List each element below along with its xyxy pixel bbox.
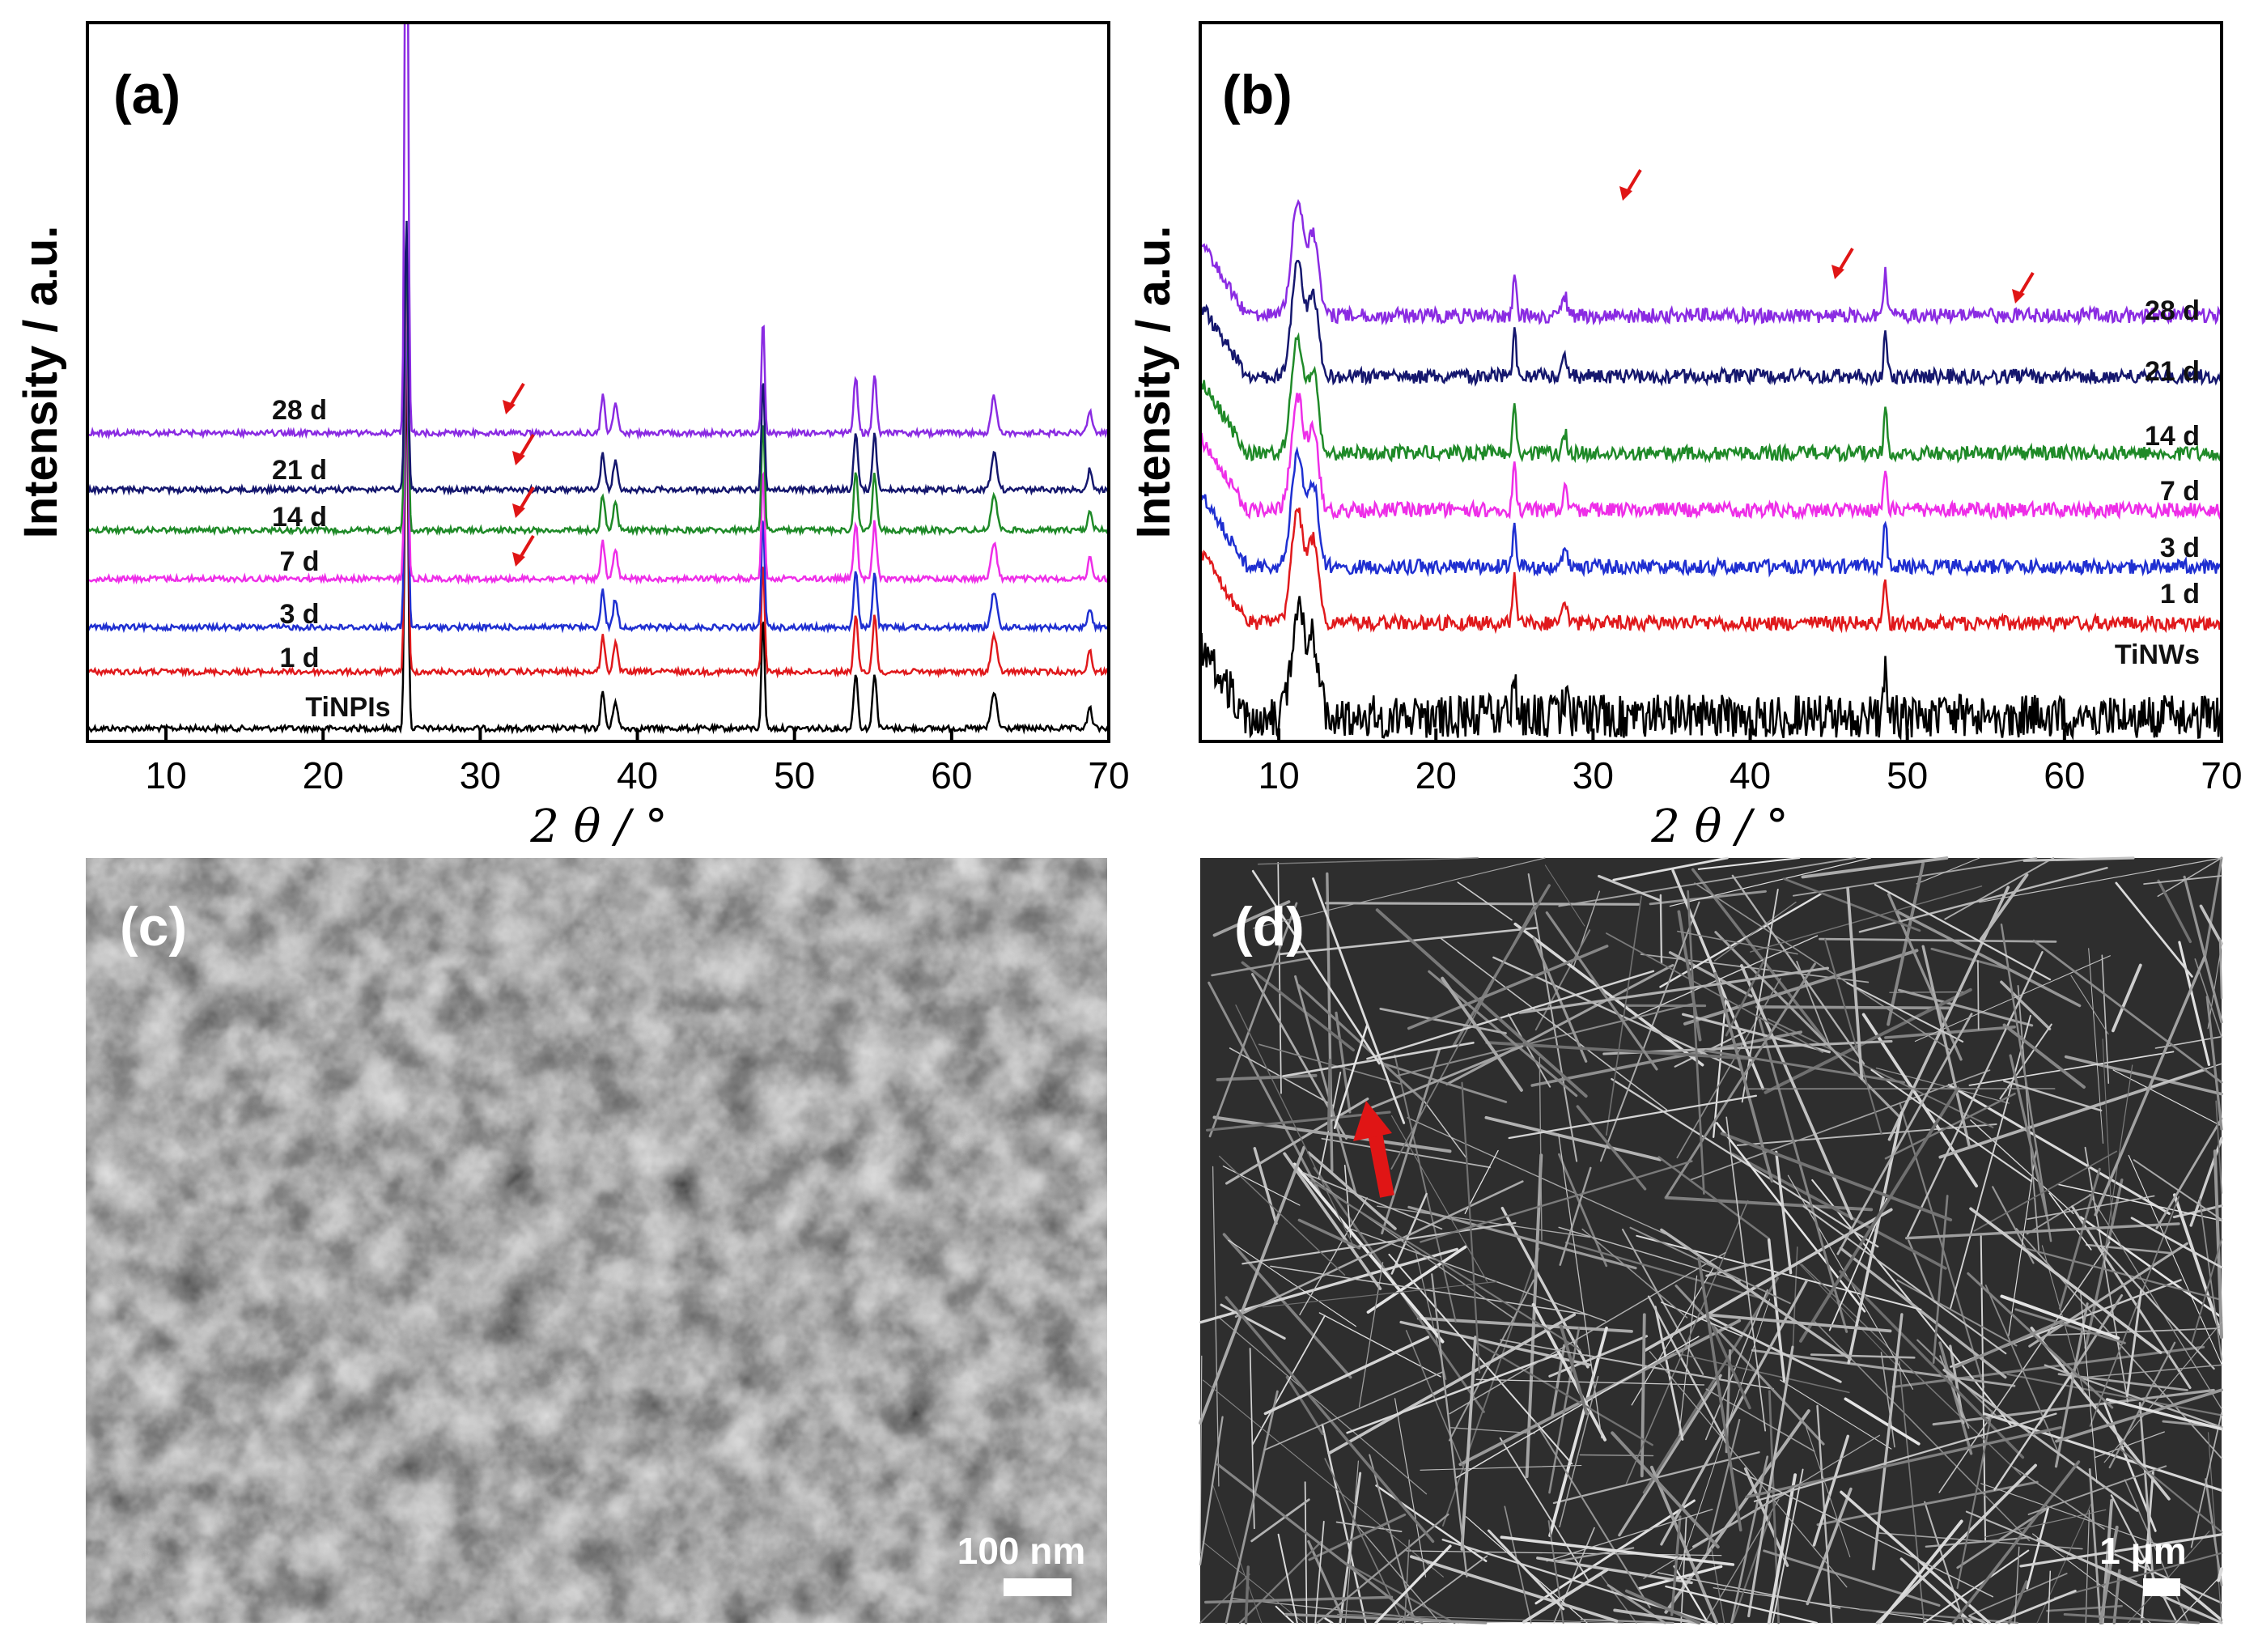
series-label-21-d: 21 d xyxy=(2145,356,2200,387)
series-line-14-d xyxy=(87,244,1109,537)
panel-a: 10 20 30 40 50 60 70 TiNPIs 1 d 3 d 7 d 14 d 21 d 28… xyxy=(15,21,1130,853)
series-line-3-d xyxy=(1200,446,2222,578)
x-tick-label: 30 xyxy=(460,754,501,796)
series-label-TiNPIs: TiNPIs xyxy=(305,692,390,723)
peak-arrow xyxy=(1619,168,1642,201)
series-label-28-d: 28 d xyxy=(272,395,327,426)
x-tick-label: 50 xyxy=(1887,754,1928,796)
panel-b-xlabel: 2 θ / ° xyxy=(1650,801,1789,853)
panel-d: (d) 1 μm xyxy=(1199,856,2223,1624)
x-tick-label: 30 xyxy=(1573,754,1614,796)
scale-bar-d-label: 1 μm xyxy=(2099,1530,2186,1572)
series-line-3-d xyxy=(87,302,1109,634)
panel-b-arrows xyxy=(1619,168,2035,304)
series-line-28-d xyxy=(1200,198,2222,326)
arrow-d xyxy=(1353,1101,1394,1198)
series-line-7-d xyxy=(87,271,1109,586)
x-tick-label: 60 xyxy=(931,754,972,796)
sem-image-d-wires xyxy=(1199,856,2223,1624)
x-tick-label: 20 xyxy=(1415,754,1457,796)
panel-b-ylabel: Intensity / a.u. xyxy=(1127,226,1180,539)
panel-a-xaxis: 10 20 30 40 50 60 70 xyxy=(145,728,1130,796)
series-line-21-d xyxy=(1200,260,2222,387)
scale-bar-c-label: 100 nm xyxy=(957,1530,1086,1572)
panel-b-traces xyxy=(1200,198,2222,741)
series-label-14-d: 14 d xyxy=(2145,421,2200,452)
series-line-TiNWs xyxy=(1200,596,2222,741)
x-tick-label: 40 xyxy=(1730,754,1771,796)
panel-a-frame xyxy=(86,21,1110,743)
peak-arrow xyxy=(1831,247,1854,279)
x-tick-label: 70 xyxy=(2201,754,2242,796)
series-label-1-d: 1 d xyxy=(279,643,319,673)
series-label-3-d: 3 d xyxy=(2160,533,2200,563)
panel-a-ylabel: Intensity / a.u. xyxy=(15,226,67,539)
series-line-14-d xyxy=(1200,332,2222,465)
series-line-7-d xyxy=(1200,393,2222,520)
panel-a-trace-labels: TiNPIs 1 d 3 d 7 d 14 d 21 d 28 d xyxy=(272,395,391,723)
series-line-1-d xyxy=(1200,507,2222,635)
series-label-14-d: 14 d xyxy=(272,502,327,533)
series-label-21-d: 21 d xyxy=(272,455,327,486)
peak-arrow xyxy=(503,382,525,414)
panel-b-frame xyxy=(1199,21,2223,743)
series-label-3-d: 3 d xyxy=(279,599,319,630)
panel-c: (c) 100 nm xyxy=(86,858,1107,1623)
x-tick-label: 50 xyxy=(774,754,815,796)
series-label-1-d: 1 d xyxy=(2160,579,2200,609)
panel-d-label: (d) xyxy=(1234,896,1305,958)
x-tick-label: 40 xyxy=(617,754,658,796)
sem-image-c xyxy=(86,858,1107,1623)
series-line-1-d xyxy=(87,323,1109,679)
panel-b-xaxis: 10 20 30 40 50 60 70 xyxy=(1258,728,2243,796)
series-label-TiNWs: TiNWs xyxy=(2115,639,2200,670)
panel-a-xlabel: 2 θ / ° xyxy=(529,801,668,853)
scale-bar-d xyxy=(2143,1578,2180,1596)
peak-arrow xyxy=(2012,271,2035,304)
panel-a-traces xyxy=(87,23,1109,736)
panel-b-label: (b) xyxy=(1222,64,1292,125)
peak-arrow xyxy=(512,534,535,567)
series-line-28-d xyxy=(87,23,1109,440)
x-tick-label: 20 xyxy=(303,754,344,796)
series-line-21-d xyxy=(87,220,1109,496)
peak-arrow xyxy=(512,486,535,518)
scale-bar-c xyxy=(1004,1578,1072,1596)
panel-c-label: (c) xyxy=(120,896,187,958)
peak-arrow xyxy=(512,433,535,465)
panel-b-trace-labels: TiNWs 1 d 3 d 7 d 14 d 21 d 28 d xyxy=(2115,295,2200,670)
panel-b: 10 20 30 40 50 60 70 TiNWs 1 d 3 d 7 d 14 d 21 d 28 … xyxy=(1127,21,2243,853)
x-tick-label: 10 xyxy=(145,754,186,796)
series-label-7-d: 7 d xyxy=(279,546,319,577)
x-tick-label: 70 xyxy=(1088,754,1129,796)
series-line-TiNPIs xyxy=(87,363,1109,736)
panel-a-label: (a) xyxy=(113,64,180,125)
panel-a-arrows xyxy=(503,382,535,567)
x-tick-label: 10 xyxy=(1258,754,1299,796)
x-tick-label: 60 xyxy=(2044,754,2085,796)
series-label-7-d: 7 d xyxy=(2160,476,2200,507)
series-label-28-d: 28 d xyxy=(2145,295,2200,326)
sem-image-d xyxy=(1200,858,2222,1623)
